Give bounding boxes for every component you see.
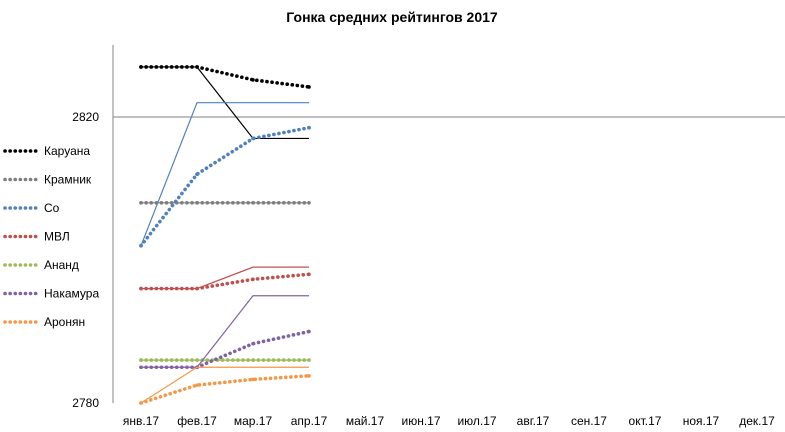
x-tick-label: июл.17 [457, 414, 496, 428]
legend-item: Со [3, 201, 60, 215]
data-point [251, 341, 255, 346]
x-tick-label: окт.17 [629, 414, 662, 428]
axes: 2780 2820 янв.17 фев.17 мар.17 апр.17 май.17 ию… [72, 45, 775, 428]
data-point [307, 358, 311, 362]
legend-label: Крамник [44, 173, 92, 187]
data-point [139, 365, 143, 370]
data-point [307, 329, 311, 334]
data-point [251, 136, 255, 141]
data-point [307, 374, 311, 378]
data-point [307, 125, 311, 130]
x-tick-label: апр.17 [291, 414, 328, 428]
y-tick-label: 2820 [72, 110, 99, 124]
data-point [251, 358, 255, 362]
data-point [195, 172, 199, 176]
series-layer [139, 65, 311, 405]
series-average-line [139, 374, 311, 405]
x-tick-label: фев.17 [177, 414, 217, 428]
x-tick-label: мар.17 [234, 414, 273, 428]
y-tick-label: 2780 [72, 396, 99, 410]
data-point [251, 377, 255, 382]
legend-label: Накамура [44, 287, 99, 301]
chart-title: Гонка средних рейтингов 2017 [286, 9, 498, 25]
data-point [139, 401, 143, 405]
x-tick-label: дек.17 [739, 414, 775, 428]
legend-item: Крамник [3, 173, 92, 187]
legend-item: МВЛ [3, 230, 70, 244]
series-monthly-line [141, 266, 309, 290]
data-point [139, 286, 143, 291]
data-point [195, 358, 199, 362]
series-average-line [139, 125, 311, 248]
data-point [139, 65, 143, 69]
series-monthly-line [141, 295, 309, 368]
data-point [251, 277, 255, 282]
data-point [195, 201, 199, 205]
data-point [139, 358, 143, 362]
legend-item: Аронян [3, 315, 85, 329]
x-tick-label: сен.17 [571, 414, 607, 428]
data-point [139, 243, 143, 248]
x-tick-label: ноя.17 [683, 414, 720, 428]
legend-label: Каруана [44, 144, 90, 158]
x-tick-label: июн.17 [401, 414, 440, 428]
data-point [307, 85, 311, 89]
data-point [307, 272, 311, 277]
series-average-line [139, 272, 311, 291]
legend-label: Ананд [44, 258, 79, 272]
data-point [139, 201, 143, 205]
legend-item: Ананд [3, 258, 79, 272]
series-3 [139, 102, 311, 248]
data-point [251, 201, 255, 205]
x-tick-label: авг.17 [517, 414, 550, 428]
legend-label: Аронян [44, 315, 85, 329]
series-7 [139, 366, 311, 405]
series-average-line [139, 329, 311, 370]
data-point [307, 201, 311, 205]
data-point [251, 78, 255, 82]
series-average-line [139, 65, 311, 89]
legend-label: Со [44, 201, 60, 215]
legend-item: Каруана [3, 144, 90, 158]
data-point [195, 65, 199, 69]
series-6 [139, 295, 311, 370]
data-point [195, 383, 199, 387]
legend: Каруана Крамник Со МВЛ Ананд Накамура Аронян [3, 144, 99, 329]
legend-label: МВЛ [44, 230, 70, 244]
series-monthly-line [140, 366, 309, 404]
series-monthly-line [140, 102, 309, 246]
series-4 [139, 266, 311, 291]
series-5 [139, 358, 311, 362]
series-2 [139, 201, 311, 205]
x-tick-label: янв.17 [123, 414, 160, 428]
series-1 [139, 65, 311, 140]
x-tick-label: май.17 [346, 414, 385, 428]
legend-item: Накамура [3, 287, 99, 301]
data-point [195, 286, 199, 291]
